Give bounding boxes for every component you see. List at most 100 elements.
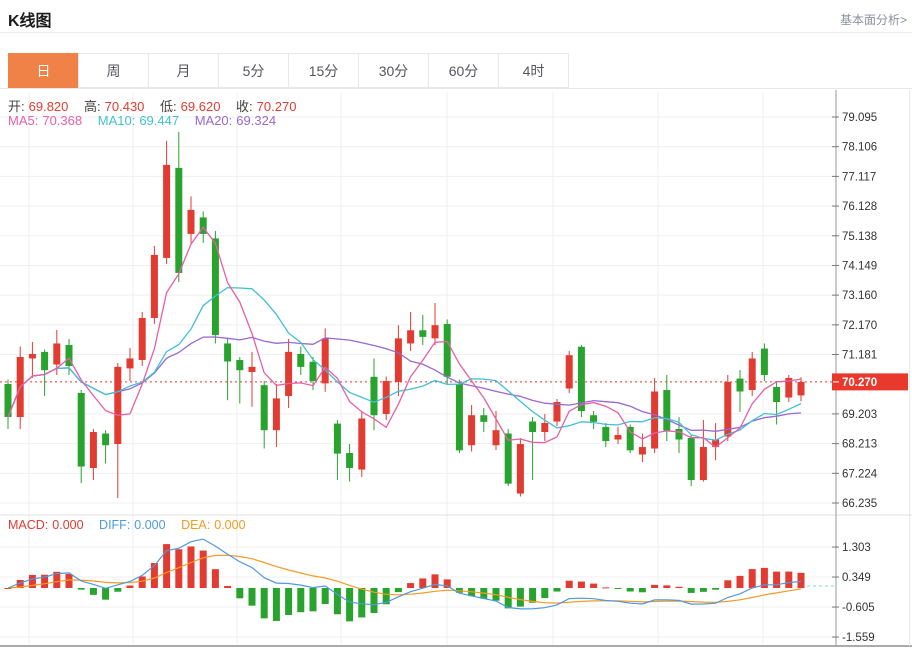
candle — [199, 217, 207, 234]
axis-label: 78.106 — [842, 142, 877, 154]
candle — [260, 385, 268, 431]
ohlc-legend: 开: 69.820 高: 70.430 低: 69.620 收: 70.270 — [8, 96, 308, 115]
axis-label: -0.605 — [842, 602, 875, 614]
candle — [138, 317, 146, 360]
high-label: 高: — [84, 99, 101, 114]
macd-value: 0.000 — [52, 518, 84, 532]
axis-label: 72.170 — [842, 320, 877, 332]
macd-bar — [651, 584, 659, 588]
candle — [504, 433, 512, 484]
candle — [175, 167, 183, 273]
ma20-label: MA20: — [194, 113, 233, 128]
macd-bar — [504, 588, 512, 609]
macd-bar — [150, 563, 158, 588]
macd-bar — [321, 588, 329, 605]
macd-bar — [736, 575, 744, 588]
tab-day[interactable]: 日 — [8, 53, 79, 88]
macd-bar — [297, 588, 305, 613]
macd-bar — [175, 549, 183, 588]
macd-bar — [138, 576, 146, 588]
candle — [89, 432, 97, 469]
candle — [736, 378, 744, 392]
candle — [773, 386, 781, 403]
ma-legend: MA5: 70.368 MA10: 69.447 MA20: 69.324 — [8, 113, 288, 128]
macd-bar — [626, 588, 634, 592]
axis-label: 73.160 — [842, 290, 877, 302]
macd-bar — [565, 580, 573, 588]
candle — [553, 402, 561, 422]
macd-bar — [4, 588, 12, 589]
candle — [187, 209, 195, 234]
candle — [797, 381, 805, 396]
candle — [248, 366, 256, 372]
macd-bar — [272, 588, 280, 621]
macd-bar — [163, 544, 171, 588]
candle — [126, 358, 134, 369]
ma10-value: 69.447 — [139, 113, 180, 128]
candle — [309, 361, 317, 381]
macd-bar — [419, 578, 427, 588]
tab-60min[interactable]: 60分 — [428, 53, 499, 88]
macd-bar — [199, 550, 207, 588]
macd-bar — [16, 579, 24, 588]
tab-5min[interactable]: 5分 — [218, 53, 289, 88]
candle — [102, 433, 110, 446]
candle — [236, 359, 244, 371]
candle — [407, 330, 415, 344]
axis-label: 77.117 — [842, 171, 876, 183]
macd-bar — [687, 588, 695, 593]
close-value: 70.270 — [256, 99, 297, 114]
macd-bar — [126, 585, 134, 588]
macd-bar — [114, 588, 122, 592]
macd-bar — [346, 588, 354, 622]
candle — [77, 392, 85, 467]
macd-bar — [675, 586, 683, 588]
axis-label: 71.181 — [842, 350, 877, 362]
low-value: 69.620 — [180, 99, 221, 114]
dea-label: DEA: — [181, 518, 211, 532]
candle — [724, 381, 732, 437]
tab-month[interactable]: 月 — [148, 53, 219, 88]
macd-bar — [53, 571, 61, 588]
candle — [529, 421, 537, 433]
tab-4hour[interactable]: 4时 — [498, 53, 569, 88]
candle — [687, 438, 695, 481]
macd-bar — [553, 588, 561, 592]
candle — [492, 430, 500, 446]
open-label: 开: — [8, 99, 25, 114]
ma5-label: MA5: — [8, 113, 39, 128]
candle — [638, 447, 646, 455]
tab-15min[interactable]: 15分 — [288, 53, 359, 88]
candle — [577, 346, 585, 412]
tab-30min[interactable]: 30分 — [358, 53, 429, 88]
axis-label: 74.149 — [842, 260, 877, 272]
candle — [455, 383, 463, 451]
candle — [346, 453, 354, 469]
axis-label: 75.138 — [842, 231, 877, 243]
candle — [285, 351, 293, 396]
macd-bar — [431, 574, 439, 588]
macd-bar — [224, 585, 232, 588]
dea-line — [7, 554, 802, 604]
axis-label: 68.213 — [842, 439, 877, 451]
macd-bar — [407, 583, 415, 588]
ma20-line — [7, 336, 802, 432]
fundamental-analysis-link[interactable]: 基本面分析> — [839, 13, 907, 27]
macd-bar — [370, 588, 378, 614]
macd-bar — [89, 588, 97, 595]
macd-bar — [77, 588, 85, 590]
macd-bar — [102, 588, 110, 600]
candle — [443, 323, 451, 377]
candle — [419, 330, 427, 337]
diff-label: DIFF: — [99, 518, 131, 532]
macd-bar — [602, 587, 610, 589]
candle — [468, 415, 476, 446]
macd-bar — [541, 588, 549, 599]
axis-label: 79.095 — [842, 112, 877, 124]
page-title: K线图 — [8, 13, 52, 30]
macd-bar — [28, 574, 36, 588]
macd-bar — [309, 588, 317, 612]
candle — [699, 447, 707, 481]
current-price-label: 70.270 — [842, 377, 877, 389]
